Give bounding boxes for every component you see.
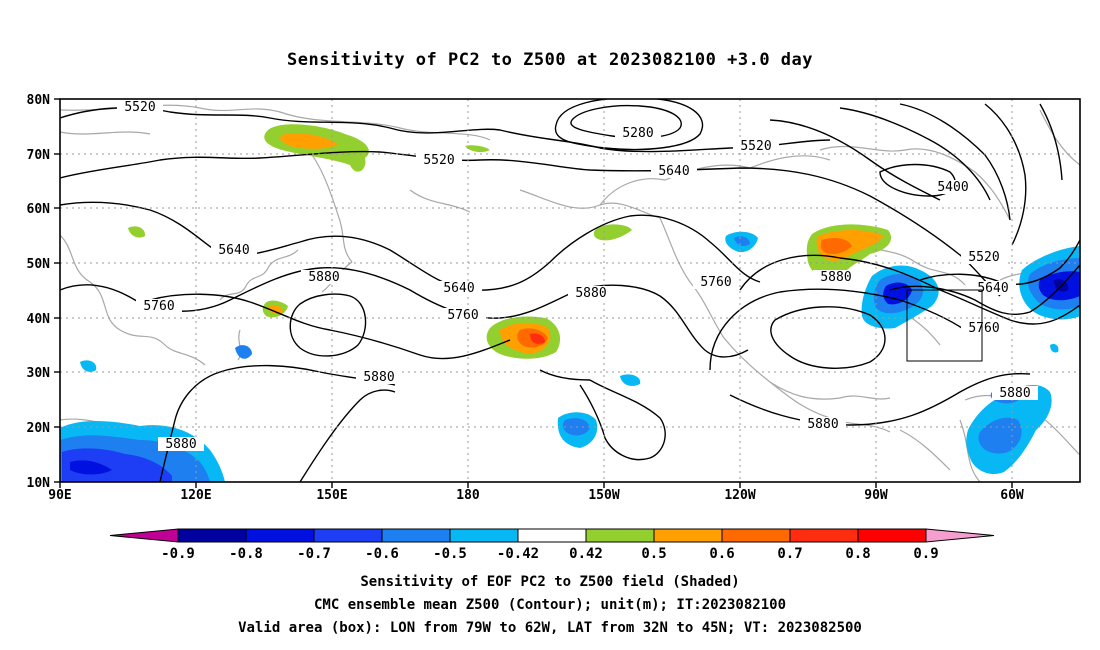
colorbar bbox=[109, 528, 995, 543]
contour-label-5520-east: 5520 bbox=[961, 250, 1007, 265]
contour-label-text: 5760 bbox=[968, 321, 999, 336]
z500-contours bbox=[60, 99, 1080, 482]
contour-label-text: 5880 bbox=[807, 417, 838, 432]
colorbar-swatch bbox=[585, 528, 655, 543]
lon-label: 180 bbox=[456, 488, 480, 503]
lat-label: 50N bbox=[27, 257, 51, 272]
colorbar-tick-label: -0.8 bbox=[229, 546, 263, 562]
lon-label: 150W bbox=[588, 488, 619, 503]
contour-label-5760-mid: 5760 bbox=[440, 308, 486, 323]
colorbar-swatch bbox=[653, 528, 723, 543]
contour-label-5640-east: 5640 bbox=[970, 281, 1016, 296]
lat-label: 10N bbox=[27, 476, 51, 491]
contour-label-5760-west: 5760 bbox=[136, 299, 182, 314]
contour-label-5880-pacific: 5880 bbox=[568, 286, 614, 301]
colorbar-swatch bbox=[789, 528, 859, 543]
colorbar-swatch bbox=[857, 528, 927, 543]
contour-label-5280: 5280 bbox=[615, 126, 661, 141]
colorbar-extend-low bbox=[109, 528, 179, 543]
contour-label-text: 5640 bbox=[977, 281, 1008, 296]
colorbar-labels: -0.9 -0.8 -0.7 -0.6 -0.5 -0.42 0.42 0.5 … bbox=[161, 546, 939, 562]
colorbar-swatch bbox=[517, 528, 587, 543]
longitude-labels: 90E 120E 150E 180 150W 120W 90W 60W bbox=[48, 488, 1024, 503]
contour-label-text: 5760 bbox=[143, 299, 174, 314]
lat-label: 70N bbox=[27, 148, 51, 163]
contour-label-text: 5880 bbox=[363, 370, 394, 385]
colorbar-swatch bbox=[313, 528, 383, 543]
lat-label: 60N bbox=[27, 202, 51, 217]
contour-label-5880-sw: 5880 bbox=[158, 437, 204, 452]
contour-label-5880-center: 5880 bbox=[356, 370, 402, 385]
colorbar-tick-label: 0.42 bbox=[569, 546, 603, 562]
contour-label-5880-asia: 5880 bbox=[301, 270, 347, 285]
contour-label-text: 5520 bbox=[124, 100, 155, 115]
contour-label-5520-nw: 5520 bbox=[117, 100, 163, 115]
contour-label-5640-north: 5640 bbox=[651, 164, 697, 179]
map-title: Sensitivity of PC2 to Z500 at 2023082100… bbox=[286, 50, 813, 70]
lon-label: 60W bbox=[1000, 488, 1024, 503]
contour-labels: 5520 5280 5520 5520 5640 5400 5640 5520 … bbox=[117, 100, 1038, 452]
contour-label-text: 5520 bbox=[740, 139, 771, 154]
contour-label-5640-west: 5640 bbox=[211, 243, 257, 258]
caption-valid-area: Valid area (box): LON from 79W to 62W, L… bbox=[238, 620, 862, 636]
contour-label-5760-east: 5760 bbox=[961, 321, 1007, 336]
contour-label-text: 5400 bbox=[937, 180, 968, 195]
colorbar-tick-label: 0.9 bbox=[913, 546, 938, 562]
colorbar-swatch bbox=[721, 528, 791, 543]
contour-label-text: 5880 bbox=[575, 286, 606, 301]
lat-label: 20N bbox=[27, 421, 51, 436]
colorbar-swatch bbox=[381, 528, 451, 543]
colorbar-tick-label: 0.6 bbox=[709, 546, 734, 562]
contour-label-text: 5880 bbox=[999, 386, 1030, 401]
sensitivity-shading bbox=[60, 124, 1080, 482]
colorbar-tick-label: -0.5 bbox=[433, 546, 467, 562]
contour-label-5520-central: 5520 bbox=[416, 153, 462, 168]
contour-label-text: 5640 bbox=[658, 164, 689, 179]
contour-label-text: 5640 bbox=[218, 243, 249, 258]
graticule bbox=[60, 99, 1080, 482]
valid-area-box bbox=[906, 289, 983, 362]
contour-label-5400: 5400 bbox=[930, 180, 976, 195]
plot-frame bbox=[59, 98, 1081, 483]
lat-label: 30N bbox=[27, 366, 51, 381]
latitude-labels: 80N 70N 60N 50N 40N 30N 20N 10N bbox=[27, 93, 51, 491]
colorbar-tick-label: 0.8 bbox=[845, 546, 870, 562]
lon-label: 90E bbox=[48, 488, 71, 503]
lon-label: 120W bbox=[724, 488, 755, 503]
contour-label-text: 5760 bbox=[447, 308, 478, 323]
colorbar-extend-high bbox=[925, 528, 995, 543]
contour-label-text: 5880 bbox=[308, 270, 339, 285]
colorbar-tick-label: -0.7 bbox=[297, 546, 331, 562]
contour-label-text: 5520 bbox=[968, 250, 999, 265]
lat-label: 80N bbox=[27, 93, 51, 108]
contour-label-5880-gulf: 5880 bbox=[800, 417, 846, 432]
colorbar-swatch bbox=[245, 528, 315, 543]
contour-label-5880-atlantic: 5880 bbox=[992, 386, 1038, 401]
colorbar-tick-label: 0.5 bbox=[641, 546, 666, 562]
lon-label: 150E bbox=[316, 488, 347, 503]
contour-label-5520-ne: 5520 bbox=[733, 139, 779, 154]
axis-ticks bbox=[54, 98, 1013, 488]
lon-label: 90W bbox=[864, 488, 888, 503]
colorbar-tick-label: -0.6 bbox=[365, 546, 399, 562]
colorbar-tick-label: -0.9 bbox=[161, 546, 195, 562]
contour-label-5640-mid: 5640 bbox=[436, 281, 482, 296]
caption-shading: Sensitivity of EOF PC2 to Z500 field (Sh… bbox=[360, 574, 740, 590]
colorbar-swatch bbox=[177, 528, 247, 543]
contour-label-5880-hudson: 5880 bbox=[813, 270, 859, 285]
lat-label: 40N bbox=[27, 312, 51, 327]
contour-label-text: 5640 bbox=[443, 281, 474, 296]
contour-label-5760-na: 5760 bbox=[693, 275, 739, 290]
caption-contour: CMC ensemble mean Z500 (Contour); unit(m… bbox=[313, 597, 786, 613]
colorbar-tick-label: 0.7 bbox=[777, 546, 802, 562]
contour-label-text: 5520 bbox=[423, 153, 454, 168]
contour-label-text: 5760 bbox=[700, 275, 731, 290]
lon-label: 120E bbox=[180, 488, 211, 503]
contour-label-text: 5280 bbox=[622, 126, 653, 141]
contour-label-text: 5880 bbox=[165, 437, 196, 452]
contour-label-text: 5880 bbox=[820, 270, 851, 285]
colorbar-tick-label: -0.42 bbox=[497, 546, 539, 562]
colorbar-swatch bbox=[449, 528, 519, 543]
